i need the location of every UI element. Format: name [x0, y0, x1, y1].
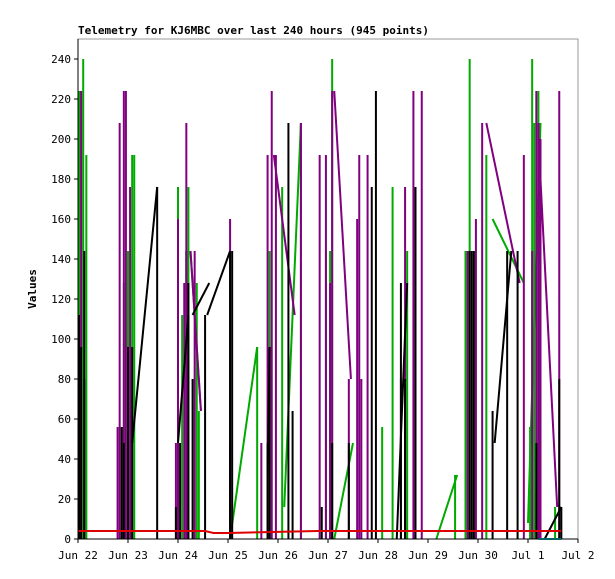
plot-area — [77, 38, 579, 540]
x-tick-label: Jun 24 — [158, 549, 198, 562]
y-tick-label: 60 — [58, 413, 71, 426]
series-segment — [191, 282, 211, 316]
x-tick-label: Jun 26 — [258, 549, 298, 562]
series-segment — [485, 122, 521, 284]
series-segment — [435, 474, 459, 540]
series-group — [78, 530, 562, 534]
series-group — [80, 90, 561, 539]
series-line — [78, 530, 562, 534]
y-tick-label: 220 — [51, 93, 71, 106]
series-group — [78, 91, 563, 540]
y-tick-label: 20 — [58, 493, 71, 506]
series-segment — [537, 138, 559, 508]
series-segment — [266, 346, 271, 476]
y-axis-label: Values — [26, 269, 39, 309]
x-tick-label: Jun 28 — [358, 549, 398, 562]
series-segment — [131, 186, 159, 444]
series-segment — [177, 314, 190, 444]
series-segment — [283, 122, 302, 508]
series-segment — [491, 218, 525, 284]
series-layer — [78, 59, 563, 540]
series-segment — [333, 90, 352, 380]
x-tick-label: Jun 25 — [208, 549, 248, 562]
series-segment — [272, 154, 296, 316]
x-tick-label: Jun 22 — [58, 549, 98, 562]
series-group — [78, 59, 557, 540]
x-tick-label: Jul 1 — [511, 549, 544, 562]
y-tick-label: 240 — [51, 53, 71, 66]
series-segment — [206, 250, 232, 316]
series-segment — [395, 282, 409, 540]
x-tick-label: Jun 30 — [458, 549, 498, 562]
y-tick-label: 160 — [51, 213, 71, 226]
y-tick-label: 120 — [51, 293, 71, 306]
y-tick-label: 200 — [51, 133, 71, 146]
x-tick-label: Jun 23 — [108, 549, 148, 562]
y-tick-label: 180 — [51, 173, 71, 186]
series-segment — [229, 346, 259, 540]
y-tick-label: 0 — [64, 533, 71, 546]
y-tick-label: 40 — [58, 453, 71, 466]
x-tick-label: Jul 2 — [561, 549, 594, 562]
series-segment — [543, 506, 563, 540]
x-tick-label: Jun 27 — [308, 549, 348, 562]
series-segment — [189, 250, 202, 412]
y-tick-label: 140 — [51, 253, 71, 266]
y-tick-label: 100 — [51, 333, 71, 346]
y-tick-label: 80 — [58, 373, 71, 386]
axes-layer: 0 20 40 60 80 100 120 140 160 180 200 220 240 Jun 22 J… — [51, 39, 595, 562]
x-tick-label: Jun 29 — [408, 549, 448, 562]
chart-title: Telemetry for KJ6MBC over last 240 hours… — [78, 24, 429, 37]
series-segment — [493, 250, 513, 444]
series-segment — [333, 442, 354, 540]
